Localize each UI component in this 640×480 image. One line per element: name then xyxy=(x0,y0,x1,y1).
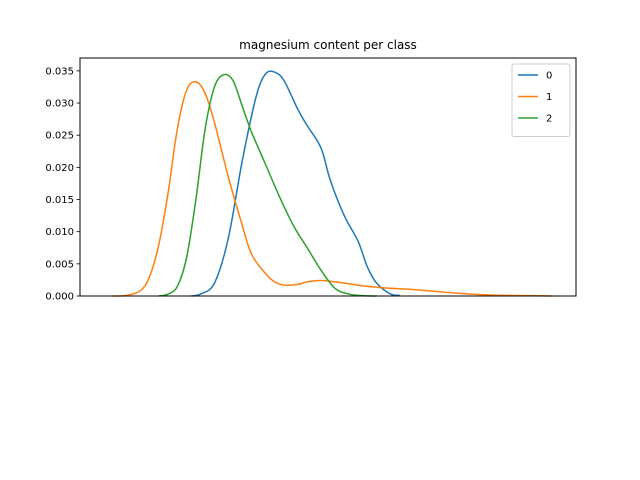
y-tick-label: 0.005 xyxy=(45,259,74,270)
legend-label-1: 1 xyxy=(546,92,552,103)
plot-frame xyxy=(79,57,577,297)
y-axis-ticks: 0.000 0.005 0.010 0.015 0.020 0.025 0.030 0.035 xyxy=(45,66,80,303)
y-tick-label: 0.030 xyxy=(45,99,74,110)
legend-label-2: 2 xyxy=(546,114,552,125)
y-tick-label: 0.015 xyxy=(45,195,74,206)
series-line-2 xyxy=(158,73,377,297)
y-tick-label: 0.010 xyxy=(45,227,74,238)
y-tick-label: 0.035 xyxy=(45,66,74,77)
series-line-1 xyxy=(112,80,553,297)
chart-title: magnesium content per class xyxy=(239,38,417,52)
legend: 0 1 2 xyxy=(511,63,571,137)
y-tick-label: 0.025 xyxy=(45,131,74,142)
y-tick-label: 0.000 xyxy=(45,292,74,303)
series-line-0 xyxy=(191,70,400,297)
legend-label-0: 0 xyxy=(546,71,552,82)
series-layer xyxy=(112,70,553,297)
y-tick-label: 0.020 xyxy=(45,163,74,174)
